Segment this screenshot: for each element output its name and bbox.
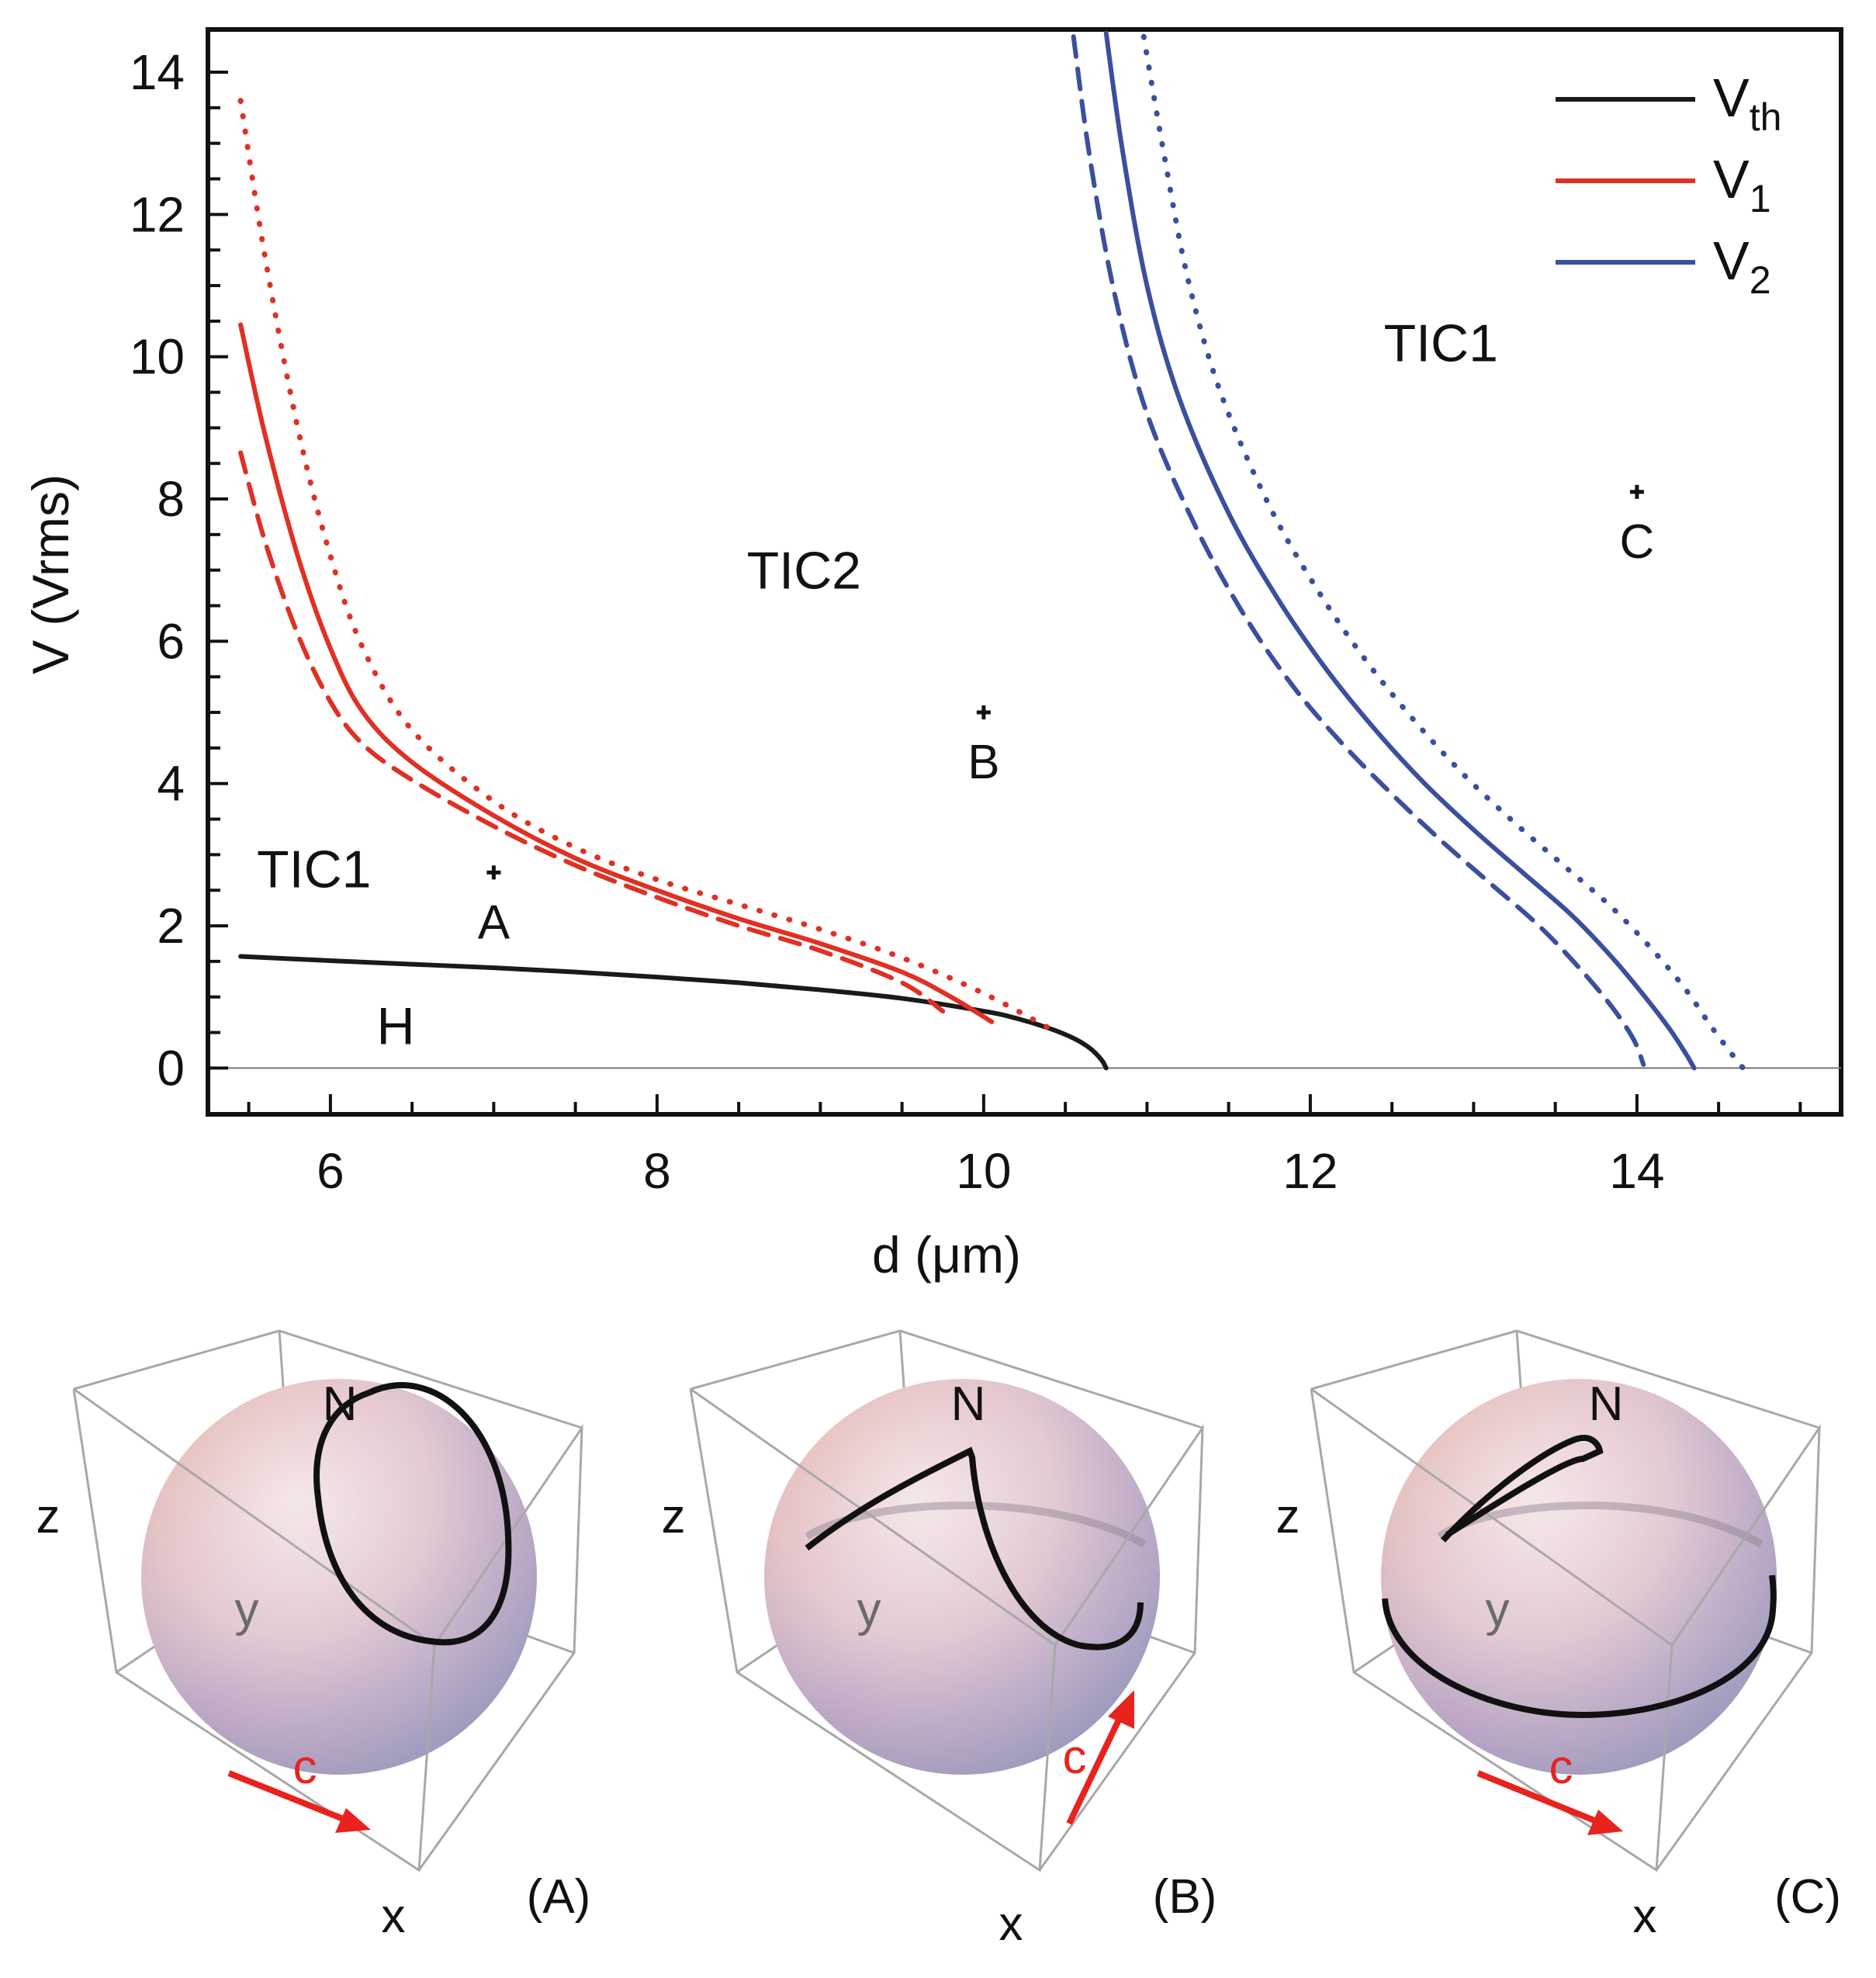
point-markers bbox=[486, 484, 1644, 880]
point-marker-a bbox=[486, 865, 501, 880]
panel-c-trajectory-equator bbox=[1382, 1574, 1777, 1719]
panel-c-y-label: y bbox=[1486, 1583, 1510, 1637]
region-label-tic1-right: TIC1 bbox=[1384, 314, 1498, 372]
x-tick-label: 6 bbox=[317, 1143, 344, 1199]
series-lines bbox=[237, 30, 1746, 1071]
panel-a-z-label: z bbox=[36, 1490, 61, 1543]
y-ticks bbox=[208, 71, 228, 1070]
panel-b-pole-label: N bbox=[951, 1377, 986, 1431]
series-line-v1-dashed bbox=[238, 450, 946, 1014]
panel-a-tag: (A) bbox=[527, 1870, 591, 1924]
panel-a-y-label: y bbox=[235, 1583, 259, 1637]
panel-c-x-label: x bbox=[1633, 1890, 1657, 1943]
legend-label-v1: V1 bbox=[1713, 149, 1771, 220]
panel-b-sphere-tint bbox=[764, 1379, 1160, 1775]
point-marker-b bbox=[976, 705, 991, 720]
region-label-h: H bbox=[377, 996, 415, 1055]
panel-b-arrow bbox=[1066, 1690, 1134, 1825]
legend-label-vth: Vth bbox=[1713, 68, 1781, 139]
panel-c-arrow bbox=[1476, 1770, 1623, 1835]
series-line-v2-dotted bbox=[1140, 33, 1746, 1071]
plot-frame bbox=[206, 27, 1843, 1117]
panel-b: N z y x c (B) bbox=[662, 1329, 1217, 1951]
point-label-c: C bbox=[1619, 515, 1654, 569]
y-tick-labels: 0 2 4 6 8 10 12 14 bbox=[130, 44, 185, 1096]
region-labels: TIC1 TIC2 TIC1 H bbox=[257, 314, 1498, 1055]
panel-b-y-label: y bbox=[857, 1583, 881, 1637]
x-tick-label: 12 bbox=[1282, 1143, 1338, 1199]
x-tick-labels: 6 8 10 12 14 bbox=[317, 1143, 1664, 1199]
point-label-a: A bbox=[478, 895, 511, 949]
y-tick-label: 4 bbox=[157, 756, 185, 812]
panel-c-z-label: z bbox=[1276, 1490, 1300, 1543]
panel-a-trajectory bbox=[313, 1382, 512, 1646]
panel-c-arrow-label: c bbox=[1549, 1741, 1573, 1794]
point-labels: A B C bbox=[478, 515, 1655, 949]
panel-a-arrow bbox=[227, 1770, 371, 1833]
y-tick-label: 6 bbox=[157, 613, 185, 669]
panel-b-x-label: x bbox=[999, 1897, 1023, 1951]
series-line-v1-dotted bbox=[237, 98, 1061, 1036]
main-chart: 6 8 10 12 14 0 2 4 6 8 10 12 14 d (μm) V… bbox=[22, 27, 1843, 1283]
point-label-b: B bbox=[967, 736, 999, 789]
panel-a-x-label: x bbox=[382, 1890, 406, 1943]
series-line-v2-solid bbox=[1103, 30, 1697, 1071]
legend-label-v2: V2 bbox=[1713, 230, 1771, 302]
panel-b-box-front bbox=[689, 1387, 1204, 1872]
region-label-tic2: TIC2 bbox=[747, 542, 861, 601]
y-tick-label: 12 bbox=[130, 186, 185, 242]
point-marker-c bbox=[1629, 484, 1644, 499]
panel-a-pole-label: N bbox=[323, 1377, 358, 1431]
x-tick-label: 14 bbox=[1609, 1143, 1664, 1199]
panel-c-pole-label: N bbox=[1589, 1377, 1624, 1431]
series-line-v2-dashed bbox=[1071, 34, 1646, 1067]
y-tick-label: 14 bbox=[130, 44, 185, 100]
panel-c-tag: (C) bbox=[1774, 1870, 1841, 1924]
series-line-v1-solid bbox=[238, 322, 995, 1024]
y-tick-label: 10 bbox=[130, 329, 185, 385]
x-tick-label: 8 bbox=[643, 1143, 671, 1199]
panel-b-z-label: z bbox=[662, 1490, 686, 1543]
y-tick-label: 8 bbox=[157, 471, 185, 527]
panel-b-tag: (B) bbox=[1153, 1870, 1217, 1924]
panel-a-arrow-label: c bbox=[293, 1741, 317, 1794]
panel-c: N z y x c (C) bbox=[1276, 1329, 1841, 1943]
region-label-tic1-left: TIC1 bbox=[257, 840, 371, 899]
panel-c-box-front bbox=[1310, 1387, 1821, 1872]
panel-b-arrow-label: c bbox=[1063, 1730, 1087, 1784]
x-axis-title: d (μm) bbox=[872, 1226, 1021, 1283]
x-ticks bbox=[247, 1094, 1802, 1114]
legend: Vth V1 V2 bbox=[1556, 68, 1781, 302]
panel-a: N z y x c (A) bbox=[36, 1329, 591, 1943]
y-tick-label: 0 bbox=[157, 1040, 185, 1096]
panel-c-sphere-tint bbox=[1381, 1379, 1777, 1775]
y-axis-title: V (Vrms) bbox=[22, 474, 79, 674]
panel-b-trajectory bbox=[805, 1446, 1144, 1651]
panel-c-trajectory-loop bbox=[1441, 1434, 1604, 1543]
y-tick-label: 2 bbox=[157, 898, 185, 954]
series-line-vth bbox=[238, 954, 1109, 1071]
x-tick-label: 10 bbox=[956, 1143, 1011, 1199]
